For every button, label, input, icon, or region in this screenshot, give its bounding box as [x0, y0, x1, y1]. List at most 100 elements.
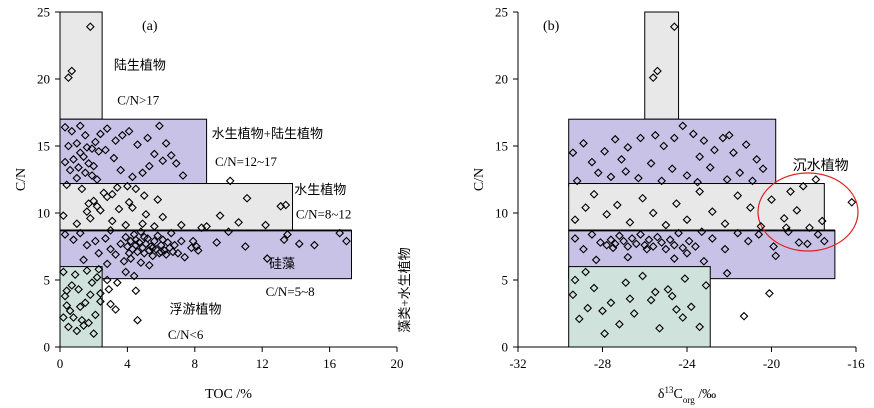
data-point	[583, 303, 593, 313]
y-tick-label: 10	[495, 206, 508, 221]
data-point	[748, 176, 757, 186]
data-point	[729, 148, 738, 158]
data-point	[669, 133, 679, 143]
data-point	[612, 200, 622, 210]
data-point	[781, 223, 791, 233]
data-point	[134, 238, 144, 247]
data-point	[104, 285, 114, 294]
data-point	[678, 121, 688, 131]
data-point	[629, 309, 639, 318]
data-point	[67, 126, 77, 136]
data-point	[82, 266, 92, 275]
data-point	[91, 310, 100, 320]
data-point	[62, 286, 72, 296]
data-point	[279, 235, 289, 245]
data-point	[124, 197, 134, 207]
data-point	[87, 278, 97, 288]
data-point	[96, 289, 105, 298]
data-point	[123, 181, 132, 191]
data-point	[798, 181, 808, 191]
data-point	[587, 157, 597, 167]
data-point	[75, 228, 85, 238]
data-point	[805, 223, 814, 233]
data-point	[707, 234, 717, 243]
data-point	[587, 230, 597, 239]
data-point	[669, 240, 679, 250]
data-point	[659, 141, 669, 151]
panel-label: (b)	[543, 19, 560, 34]
data-point	[686, 302, 696, 312]
data-point	[813, 230, 823, 239]
data-point	[733, 228, 743, 238]
data-point	[92, 175, 102, 184]
data-point	[106, 244, 115, 254]
data-point	[131, 235, 141, 245]
data-point	[69, 155, 78, 164]
data-point	[653, 232, 662, 242]
data-point	[149, 236, 159, 246]
data-point	[155, 121, 164, 131]
region-label: C/N=5~8	[266, 284, 315, 299]
data-point	[171, 159, 181, 168]
data-point	[180, 252, 190, 262]
data-point	[627, 234, 637, 243]
data-point	[153, 195, 163, 204]
data-point	[82, 207, 92, 217]
data-point	[197, 223, 206, 233]
data-point	[166, 228, 176, 238]
data-point	[75, 121, 85, 131]
data-point	[623, 142, 633, 152]
data-point	[638, 193, 648, 203]
data-point	[261, 220, 270, 230]
data-point	[141, 209, 151, 219]
data-point	[60, 157, 70, 167]
data-point	[756, 222, 766, 231]
data-point	[143, 234, 152, 243]
data-point	[240, 242, 250, 251]
y-tick-label: 15	[495, 139, 508, 154]
data-point	[85, 213, 95, 223]
data-point	[80, 298, 90, 308]
data-point	[173, 248, 183, 258]
data-point	[615, 319, 624, 329]
data-point	[136, 227, 146, 237]
region-label: 水生植物+陆生植物	[212, 126, 323, 141]
data-point	[680, 274, 690, 284]
data-point	[168, 247, 178, 257]
data-point	[77, 184, 87, 194]
data-point	[67, 280, 77, 290]
data-point	[617, 155, 626, 164]
data-point	[178, 171, 188, 180]
data-point	[65, 306, 75, 316]
data-point	[202, 222, 211, 231]
data-point	[310, 240, 319, 250]
data-point	[572, 176, 582, 186]
data-point	[102, 275, 112, 285]
data-point	[661, 220, 671, 230]
data-point	[657, 176, 667, 186]
data-point	[665, 235, 675, 245]
data-point	[121, 220, 131, 230]
data-point	[161, 138, 171, 148]
data-point	[589, 283, 599, 293]
data-point	[62, 301, 72, 310]
data-point	[754, 230, 764, 239]
data-point	[767, 195, 776, 204]
data-point	[58, 211, 68, 221]
data-point	[655, 323, 664, 333]
data-point	[695, 322, 705, 332]
data-point	[101, 234, 110, 243]
data-point	[121, 232, 131, 242]
region-aquatic-land	[568, 118, 777, 187]
data-point	[784, 227, 793, 237]
data-point	[106, 299, 115, 309]
data-point	[695, 187, 705, 196]
data-point	[166, 151, 176, 160]
data-point	[615, 231, 624, 241]
data-point	[138, 168, 147, 178]
x-tick-label: 16	[323, 356, 337, 371]
data-point	[602, 240, 612, 250]
data-point	[672, 305, 681, 314]
data-point	[136, 258, 146, 267]
data-point	[58, 267, 68, 277]
